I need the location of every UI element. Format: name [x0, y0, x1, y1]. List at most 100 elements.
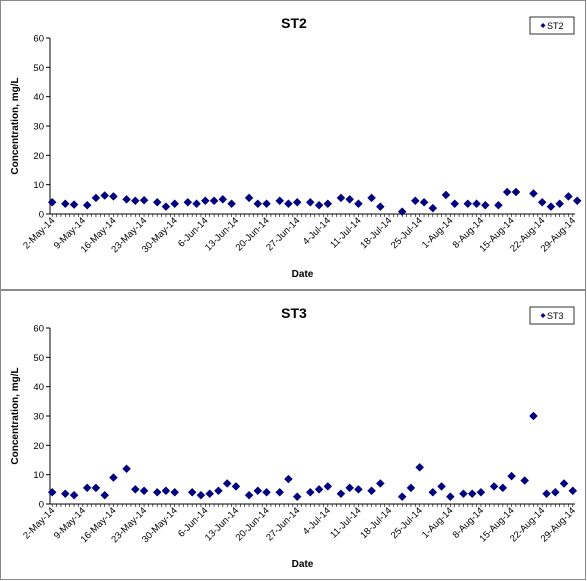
legend-box [529, 306, 575, 325]
data-point [82, 483, 92, 493]
data-point [253, 486, 263, 496]
data-point [122, 464, 131, 474]
data-point [336, 489, 346, 499]
y-tick-label: 30 [33, 412, 44, 423]
data-point [476, 487, 486, 497]
y-tick-label: 20 [33, 151, 44, 162]
chart-panel-st3: ST3 0 10 20 30 40 50 60 2-May-14 9-May-14 16-May-1… [0, 290, 586, 580]
data-point [472, 199, 481, 209]
data-point [292, 492, 302, 502]
legend-label: ST2 [547, 21, 564, 31]
data-point [314, 200, 324, 210]
data-point [375, 202, 385, 212]
data-point [437, 482, 446, 491]
data-point [205, 489, 215, 499]
data-point [367, 193, 376, 203]
data-point [428, 203, 438, 213]
x-tick-label: 11-Jul-14 [328, 215, 363, 250]
data-point [323, 482, 333, 491]
data-point [170, 199, 180, 209]
data-point [47, 487, 57, 497]
data-point [428, 487, 438, 497]
data-point [511, 187, 521, 197]
x-tick-label: 1-Aug-14 [420, 505, 455, 540]
data-point [375, 479, 385, 488]
data-point [244, 490, 254, 500]
x-tick-label: 27-Jun-14 [264, 505, 302, 543]
data-point [109, 192, 118, 201]
x-tick-label: 2-May-14 [21, 215, 57, 251]
data-point [459, 489, 468, 499]
data-point [244, 193, 254, 203]
data-point [498, 483, 508, 493]
data-point [550, 487, 560, 497]
data-point [196, 490, 206, 500]
data-point [419, 197, 429, 207]
data-point [284, 199, 293, 209]
x-tick-label: 25-Jul-14 [389, 215, 425, 251]
y-tick-label: 10 [33, 470, 44, 481]
data-point [537, 197, 547, 207]
data-point [139, 195, 149, 205]
data-point [152, 197, 162, 207]
data-point [139, 486, 149, 496]
data-point [91, 193, 101, 203]
data-point [60, 489, 70, 499]
data-point [555, 199, 565, 209]
data-point [262, 199, 271, 209]
y-tick-label: 40 [33, 382, 44, 393]
data-point [231, 482, 241, 491]
data-point [130, 196, 140, 206]
data-point [463, 199, 473, 209]
data-point [253, 199, 263, 209]
data-point [275, 196, 285, 206]
data-point [489, 482, 499, 491]
x-tick-label: 18-Jul-14 [358, 215, 394, 251]
y-tick-label: 20 [33, 441, 44, 452]
data-point [69, 200, 79, 209]
data-point [170, 487, 180, 497]
data-point [47, 197, 57, 207]
legend-marker [540, 23, 546, 28]
data-point [69, 490, 79, 500]
data-point [222, 479, 232, 488]
y-tick-label: 0 [39, 500, 44, 511]
data-point [122, 194, 131, 204]
data-point [227, 199, 236, 209]
data-point [568, 486, 578, 496]
data-point [161, 486, 171, 496]
data-point [542, 489, 551, 499]
data-point [214, 486, 223, 496]
y-tick-label: 30 [33, 122, 44, 133]
data-point [314, 484, 324, 494]
data-point [187, 487, 197, 497]
data-point [60, 199, 70, 209]
data-point [218, 194, 228, 204]
y-axis-label: Concentration, mg/L [10, 367, 21, 464]
data-point [82, 200, 92, 210]
data-point [345, 483, 355, 493]
data-point [152, 487, 162, 497]
legend-marker [540, 313, 546, 318]
data-point [336, 193, 346, 203]
data-point [529, 411, 538, 421]
data-point [507, 471, 516, 481]
data-point [345, 194, 355, 204]
data-point [354, 199, 363, 209]
data-point [467, 489, 477, 499]
data-point [100, 490, 110, 500]
x-tick-label: 18-Jul-14 [358, 505, 394, 541]
legend: ST2 [529, 16, 575, 35]
legend-label: ST3 [547, 311, 564, 321]
y-tick-label: 40 [33, 92, 44, 103]
data-point [367, 486, 376, 496]
x-tick-label: 1-Aug-14 [420, 215, 455, 250]
data-point [275, 487, 285, 497]
chart-panel-st2: ST2 0 10 20 30 40 50 60 2-May-14 9-May-14 16-May-1… [0, 0, 586, 290]
data-point [480, 200, 490, 210]
data-point [415, 462, 425, 472]
data-point [161, 202, 171, 212]
y-tick-label: 50 [33, 353, 44, 364]
y-tick-label: 60 [33, 34, 44, 45]
data-point [192, 199, 201, 209]
